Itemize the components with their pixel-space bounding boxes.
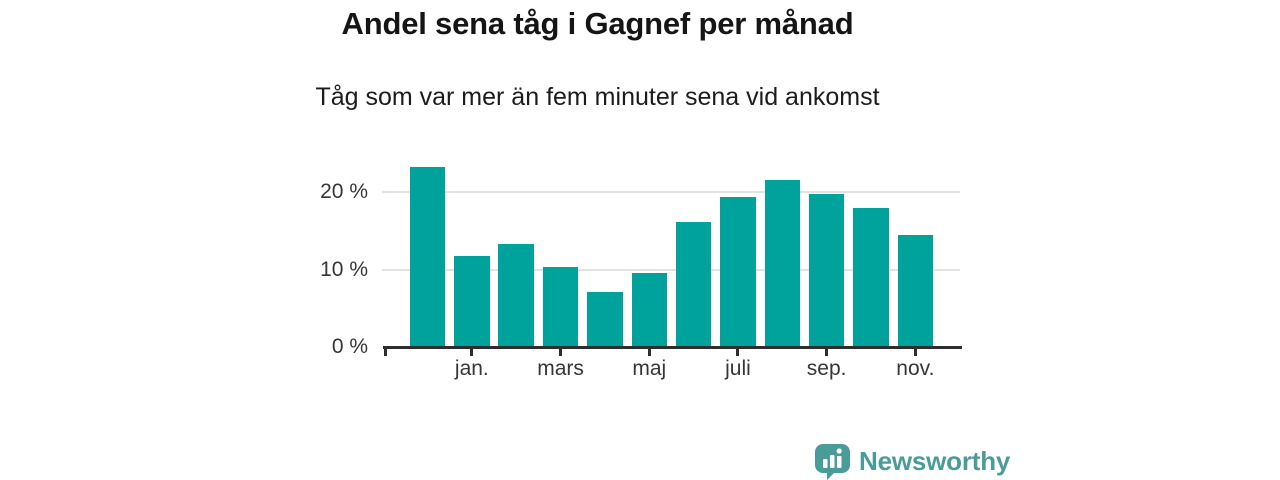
- bar-7: [675, 222, 712, 347]
- x-tick-jan.: [470, 349, 474, 356]
- y-tick-label-20: 20 %: [320, 180, 368, 204]
- x-tick-label-jan.: jan.: [454, 357, 489, 380]
- plot-area: [382, 147, 960, 347]
- chart-title: Andel sena tåg i Gagnef per månad: [341, 6, 854, 41]
- x-tick-label-mars: mars: [537, 357, 584, 380]
- y-axis-labels: 0 % 10 % 20 %: [288, 147, 368, 358]
- x-tick-nov.: [913, 349, 917, 356]
- bar-1: [409, 167, 446, 347]
- x-tick-mars: [559, 349, 563, 356]
- bar-chart-speech-bubble-icon: [815, 444, 850, 480]
- bar-8: [720, 196, 756, 347]
- x-tick-label-juli: juli: [725, 357, 751, 380]
- x-tick-label-maj: maj: [632, 357, 667, 380]
- bar-3: [498, 244, 534, 347]
- x-tick-label-sep.: sep.: [806, 357, 847, 380]
- x-tick-maj: [647, 349, 651, 356]
- gridline-10: [382, 268, 960, 271]
- bar-6: [631, 273, 667, 347]
- bar-11: [853, 208, 889, 347]
- bar-4: [542, 266, 579, 347]
- chart-subtitle: Tåg som var mer än fem minuter sena vid …: [315, 83, 880, 111]
- x-tick-sep.: [825, 349, 829, 356]
- x-tick-juli: [736, 349, 740, 356]
- bar-9: [764, 179, 801, 347]
- x-tick-label-nov.: nov.: [896, 357, 935, 380]
- bar-5: [587, 292, 623, 347]
- bar-12: [897, 234, 934, 347]
- x-axis-origin-tick: [384, 349, 387, 356]
- bar-2: [454, 255, 490, 347]
- y-tick-label-0: 0 %: [331, 335, 368, 358]
- newsworthy-wordmark: Newsworthy: [859, 446, 1011, 476]
- y-tick-label-10: 10 %: [320, 257, 368, 281]
- gridline-20: [382, 191, 960, 194]
- bar-10: [808, 193, 845, 347]
- x-axis-line: [383, 346, 962, 349]
- newsworthy-logo: Newsworthy: [814, 443, 1010, 480]
